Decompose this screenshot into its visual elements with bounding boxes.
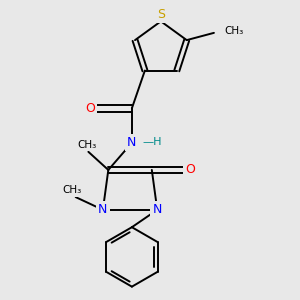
Text: O: O xyxy=(185,164,195,176)
Text: N: N xyxy=(127,136,136,149)
Text: S: S xyxy=(157,8,165,21)
Text: CH₃: CH₃ xyxy=(224,26,243,36)
Text: O: O xyxy=(85,102,95,115)
Text: N: N xyxy=(153,203,162,216)
Text: CH₃: CH₃ xyxy=(62,185,82,195)
Text: N: N xyxy=(98,203,108,216)
Text: CH₃: CH₃ xyxy=(77,140,96,150)
Text: —H: —H xyxy=(142,137,161,147)
